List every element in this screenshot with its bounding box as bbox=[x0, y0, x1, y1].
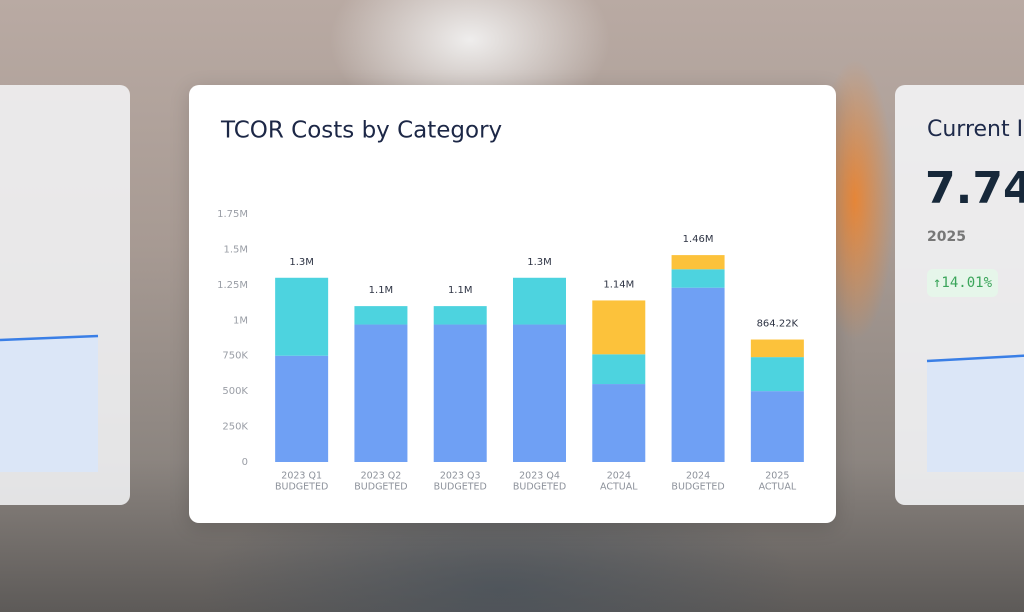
sparkline-area bbox=[927, 355, 1024, 472]
sparkline-area bbox=[0, 336, 98, 472]
x-tick-label: 2023 Q2 bbox=[361, 471, 402, 482]
bar-segment bbox=[750, 357, 804, 392]
y-tick-label: 1.25M bbox=[217, 280, 248, 291]
bar-segment bbox=[513, 277, 566, 325]
bar-segment bbox=[592, 384, 646, 462]
total-label: 1.1M bbox=[448, 285, 473, 296]
x-tick-label: 2023 Q4 bbox=[519, 471, 560, 482]
y-tick-label: 1.5M bbox=[223, 244, 248, 255]
left-card bbox=[0, 85, 130, 505]
chart: TCOR Costs by Category 0 250K 500K 750K 1M 1.… bbox=[217, 118, 804, 493]
bar-segment bbox=[750, 339, 804, 358]
left-sparkline bbox=[0, 334, 99, 472]
bar-segment bbox=[671, 287, 725, 462]
bar-segment bbox=[354, 306, 408, 325]
x-tick-label: 2024 bbox=[686, 471, 710, 482]
bar-segment bbox=[433, 324, 487, 462]
x-tick-label: ACTUAL bbox=[600, 482, 638, 493]
card-change: ↑14.01% bbox=[927, 269, 999, 297]
total-label: 1.1M bbox=[369, 285, 394, 296]
bar-segment bbox=[275, 277, 329, 356]
y-tick-label: 250K bbox=[222, 422, 248, 433]
sparkline bbox=[926, 354, 1024, 363]
y-tick-label: 750K bbox=[222, 351, 248, 362]
card-title: Current I bbox=[927, 117, 1024, 142]
bar-segment bbox=[513, 324, 566, 462]
total-label: 864.22K bbox=[757, 319, 799, 330]
bar-segment bbox=[433, 306, 487, 325]
y-tick-label: 0 bbox=[242, 457, 248, 468]
bar-segment bbox=[592, 300, 646, 355]
right-card: Current I 7.74% 2025 ↑14.01% bbox=[895, 85, 1024, 505]
bar-segment bbox=[275, 355, 329, 462]
card-year: 2025 bbox=[927, 229, 966, 245]
y-tick-label: 1.75M bbox=[217, 209, 248, 220]
bar-segment bbox=[671, 255, 725, 270]
x-tick-label: ACTUAL bbox=[759, 482, 797, 493]
total-label: 1.14M bbox=[603, 279, 634, 290]
right-sparkline bbox=[926, 354, 1024, 472]
x-tick-label: 2024 bbox=[607, 471, 631, 482]
x-tick-label: BUDGETED bbox=[275, 482, 328, 493]
x-tick-label: 2023 Q3 bbox=[440, 471, 481, 482]
card-value: 7.74% bbox=[925, 163, 1024, 214]
x-tick-label: 2025 bbox=[765, 471, 789, 482]
x-tick-label: BUDGETED bbox=[513, 482, 566, 493]
x-tick-label: BUDGETED bbox=[671, 482, 724, 493]
bar-segment bbox=[354, 324, 408, 462]
total-label: 1.46M bbox=[683, 234, 714, 245]
x-tick-label: BUDGETED bbox=[434, 482, 487, 493]
total-label: 1.3M bbox=[527, 257, 552, 268]
total-label: 1.3M bbox=[289, 257, 314, 268]
y-tick-label: 1M bbox=[233, 315, 248, 326]
chart-title: TCOR Costs by Category bbox=[220, 118, 502, 144]
bar-segment bbox=[592, 354, 646, 385]
chart-card: TCOR Costs by Category 0 250K 500K 750K 1M 1.… bbox=[189, 85, 836, 523]
sparkline bbox=[0, 334, 99, 342]
x-tick-label: BUDGETED bbox=[354, 482, 407, 493]
y-tick-label: 500K bbox=[222, 386, 248, 397]
x-tick-label: 2023 Q1 bbox=[281, 471, 322, 482]
bar-segment bbox=[671, 269, 725, 288]
bar-segment bbox=[750, 391, 804, 462]
